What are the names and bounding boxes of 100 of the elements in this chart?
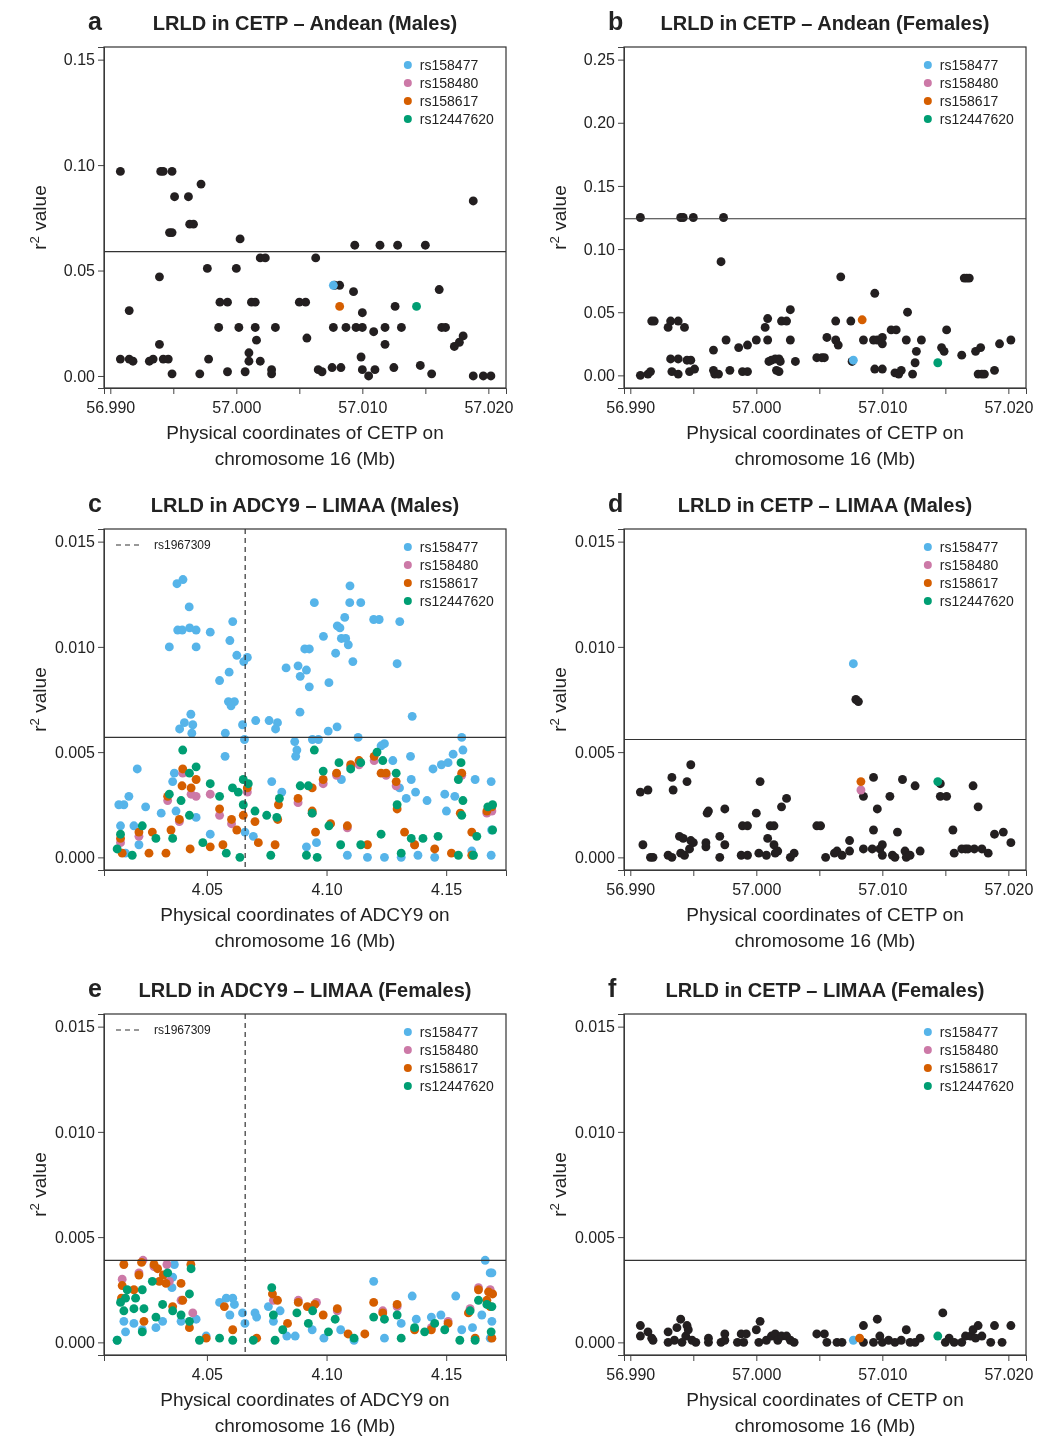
point (248, 1335, 258, 1345)
point (451, 1291, 461, 1301)
point (243, 779, 253, 789)
legend-label: rs158477 (939, 1024, 999, 1040)
point (369, 1276, 379, 1286)
point (336, 1325, 346, 1335)
point (129, 1304, 139, 1314)
point (407, 1291, 417, 1301)
point (273, 1295, 282, 1305)
point (215, 804, 225, 814)
legend-label: rs12447620 (939, 1078, 1014, 1094)
point (121, 1327, 130, 1337)
point (391, 777, 401, 787)
x-tick-label: 57.000 (212, 399, 262, 416)
legend-label: rs158477 (419, 1024, 479, 1040)
point (292, 1308, 302, 1318)
point (856, 785, 866, 795)
y-tick-label: 0.05 (63, 262, 96, 280)
point (221, 848, 231, 858)
y-tick-label: 0.010 (574, 638, 616, 656)
legend-label: rs158480 (419, 557, 479, 573)
point (151, 1323, 161, 1333)
point (184, 1289, 194, 1299)
point (420, 1327, 430, 1337)
y-tick-label: 0.010 (54, 1123, 96, 1141)
x-tick-label: 56.990 (606, 399, 656, 416)
point (293, 794, 303, 803)
point (436, 1310, 446, 1320)
point (195, 1335, 204, 1345)
x-tick-label: 57.020 (984, 881, 1034, 898)
point (309, 745, 319, 755)
x-tick-label: 4.10 (311, 881, 343, 898)
x-tick-label: 4.05 (191, 1366, 224, 1383)
point (168, 833, 178, 843)
chart-title: LRLD in CETP – LIMAA (Males) (677, 494, 973, 516)
point (235, 852, 245, 862)
point (319, 1333, 329, 1343)
point (219, 1302, 229, 1312)
point (250, 806, 260, 816)
y-tick-label: 0.005 (54, 743, 96, 761)
point (391, 768, 401, 778)
point (238, 810, 248, 820)
y-tick-label: 0.05 (583, 303, 616, 321)
point (372, 747, 382, 757)
point (232, 825, 242, 835)
point (185, 844, 195, 854)
point (151, 1312, 161, 1322)
point (137, 821, 147, 831)
text: f (608, 974, 617, 1002)
point (369, 1312, 379, 1322)
legend-label: rs158480 (419, 75, 479, 91)
point (228, 1335, 238, 1345)
point (177, 781, 187, 791)
point (487, 1316, 497, 1326)
x-tick-label: 56.990 (86, 399, 136, 416)
point (116, 829, 125, 839)
legend-label: rs158477 (939, 539, 999, 555)
point (268, 1310, 278, 1320)
point (360, 1329, 370, 1339)
point (453, 850, 463, 860)
point (418, 833, 428, 843)
point (253, 838, 263, 848)
y-tick-label: 0.005 (54, 1228, 96, 1246)
text: d (608, 489, 624, 517)
y-tick-label: 0.15 (583, 177, 616, 195)
point (163, 1268, 173, 1278)
x-axis-title: Physical coordinates of CETP on chromosome 16 (Mb) (686, 1389, 964, 1436)
point (334, 758, 344, 768)
point (158, 1316, 168, 1326)
point (376, 829, 386, 839)
text: a (88, 7, 103, 35)
point (153, 1264, 163, 1274)
point (303, 1318, 313, 1328)
point (400, 827, 409, 837)
chart-title: LRLD in CETP – Andean (Females) (660, 12, 990, 34)
legend-label: rs158617 (939, 1060, 999, 1076)
point (457, 1325, 467, 1335)
point (266, 850, 276, 860)
legend-label: rs158477 (419, 539, 479, 555)
point (430, 1318, 440, 1328)
x-tick-label: 57.000 (732, 399, 782, 416)
point (139, 1304, 149, 1314)
y-tick-label: 0.015 (574, 533, 616, 551)
x-axis-title: Physical coordinates of CETP on chromosome 16 (Mb) (686, 422, 964, 469)
point (122, 1285, 132, 1295)
point (303, 781, 313, 791)
x-tick-label: 4.15 (431, 881, 463, 898)
x-axis-title: Physical coordinates of CETP on chromosome 16 (Mb) (686, 904, 964, 951)
point (369, 1297, 379, 1307)
point (453, 775, 463, 784)
point (176, 1310, 186, 1320)
y-tick-label: 0.000 (574, 1333, 616, 1351)
point (178, 745, 188, 755)
y-tick-label: 0.25 (583, 51, 616, 69)
point (238, 800, 248, 810)
x-axis-title: Physical coordinates of ADCY9 on chromosome 16 (Mb) (160, 1389, 450, 1436)
point (137, 1285, 147, 1295)
legend-label: rs158477 (939, 57, 999, 73)
point (228, 1325, 238, 1335)
point (215, 1333, 225, 1343)
